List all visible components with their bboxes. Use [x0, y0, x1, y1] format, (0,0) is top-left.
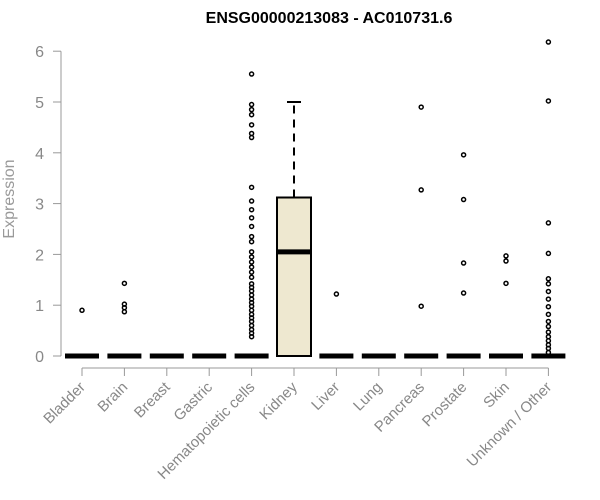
- outlier-point: [121, 301, 128, 307]
- y-tick-label: 0: [35, 349, 44, 366]
- outlier-point: [248, 101, 255, 108]
- x-tick-label: Prostate: [419, 379, 471, 431]
- box-hematopoietic-cells: [234, 71, 269, 359]
- outlier-point: [545, 250, 552, 257]
- outlier-point: [545, 276, 552, 282]
- y-tick-label: 5: [35, 95, 44, 112]
- x-tick-label: Brain: [94, 379, 131, 416]
- outlier-point: [545, 296, 552, 302]
- outlier-point: [545, 288, 552, 295]
- outlier-point: [248, 238, 255, 245]
- x-tick-label: Liver: [308, 379, 343, 414]
- y-tick-label: 6: [35, 44, 44, 61]
- outlier-point: [460, 260, 467, 266]
- outlier-point: [248, 206, 255, 213]
- outlier-point: [248, 249, 255, 255]
- outlier-point: [418, 104, 424, 110]
- outlier-point: [545, 303, 552, 310]
- outlier-point: [460, 196, 467, 203]
- outlier-point: [545, 281, 552, 287]
- box-brain: [107, 280, 142, 359]
- box-liver: [319, 291, 354, 359]
- box-pancreas: [404, 104, 439, 359]
- x-tick-label: Lung: [350, 379, 386, 415]
- outlier-point: [248, 106, 255, 113]
- outlier-point: [545, 323, 552, 330]
- x-tick-label: Skin: [480, 379, 513, 412]
- outlier-point: [503, 280, 509, 287]
- outlier-point: [248, 122, 255, 128]
- y-tick-label: 1: [35, 298, 44, 315]
- x-tick-label: Breast: [131, 378, 174, 421]
- outlier-point: [545, 329, 552, 335]
- box-bladder: [65, 307, 99, 359]
- y-tick-label: 3: [35, 197, 44, 214]
- outlier-point: [248, 111, 255, 118]
- outlier-point: [333, 291, 340, 297]
- box-kidney: [276, 101, 312, 357]
- outlier-point: [248, 215, 255, 221]
- outlier-point: [248, 233, 255, 240]
- outlier-point: [545, 311, 552, 318]
- outlier-point: [545, 39, 552, 45]
- outlier-point: [79, 307, 85, 314]
- outlier-point: [418, 187, 424, 193]
- chart-title: ENSG00000213083 - AC010731.6: [206, 10, 453, 27]
- outlier-point: [545, 98, 552, 104]
- y-tick-label: 4: [35, 146, 44, 163]
- outlier-point: [248, 130, 255, 137]
- outlier-point: [248, 198, 255, 204]
- outlier-point: [503, 253, 509, 259]
- y-axis-label: Expression: [1, 159, 18, 238]
- box-skin: [489, 253, 523, 359]
- outlier-point: [248, 223, 255, 230]
- outlier-point: [248, 269, 255, 275]
- x-tick-label: Bladder: [40, 379, 89, 428]
- outlier-point: [248, 254, 255, 260]
- outlier-point: [460, 152, 467, 158]
- outlier-point: [248, 264, 255, 270]
- y-tick-label: 2: [35, 247, 44, 264]
- outlier-point: [460, 290, 467, 296]
- box-unknown-other: [531, 39, 566, 359]
- plot-area: [65, 39, 566, 359]
- outlier-point: [248, 259, 255, 265]
- outlier-point: [248, 274, 255, 281]
- outlier-point: [121, 280, 128, 287]
- box-iqr: [276, 196, 312, 357]
- outlier-point: [248, 184, 255, 191]
- outlier-point: [545, 318, 552, 325]
- outlier-point: [248, 71, 255, 77]
- x-tick-label: Kidney: [256, 378, 301, 423]
- y-axis: 0 1 2 3 4 5 6: [35, 44, 62, 366]
- outlier-point: [248, 281, 255, 287]
- outlier-point: [503, 258, 509, 264]
- outlier-point: [545, 333, 552, 340]
- outlier-point: [545, 220, 552, 226]
- outlier-point: [418, 303, 424, 309]
- box-prostate: [446, 152, 481, 359]
